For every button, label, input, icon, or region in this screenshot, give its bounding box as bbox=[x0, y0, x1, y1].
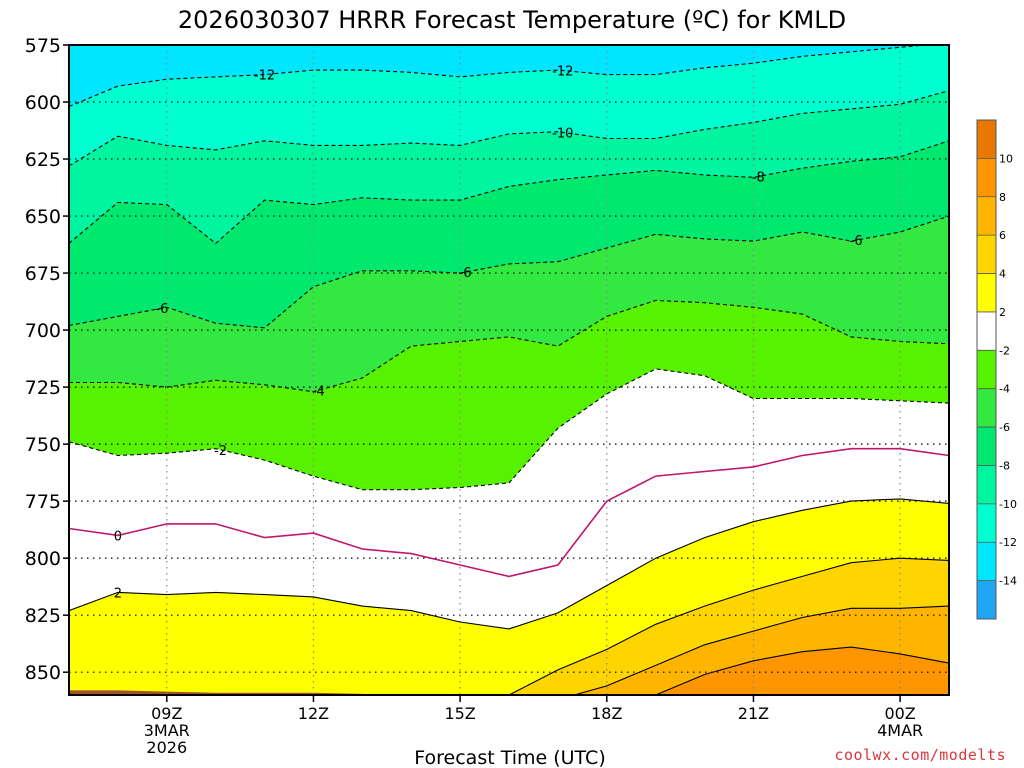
colorbar-label-8: 8 bbox=[999, 191, 1006, 204]
plot-frame bbox=[68, 44, 950, 696]
contour-line--4 bbox=[69, 299, 949, 393]
chart-title: 2026030307 HRRR Forecast Temperature (ºC… bbox=[178, 6, 846, 34]
y-tick-label-575: 575 bbox=[25, 35, 61, 57]
colorbar-label-2: 2 bbox=[999, 306, 1006, 319]
contour-label--12: -12 bbox=[254, 69, 275, 84]
credit-watermark: coolwx.com/modelts bbox=[834, 746, 1006, 764]
colorbar-swatch bbox=[977, 273, 996, 312]
contour-label--6: -6 bbox=[155, 302, 168, 317]
x-tick-label-18-0: 18Z bbox=[591, 704, 622, 723]
colorbar-swatch bbox=[977, 542, 996, 581]
colorbar-swatch bbox=[977, 311, 996, 351]
colorbar-label--8: -8 bbox=[999, 459, 1010, 472]
contour-line-8 bbox=[653, 646, 949, 695]
x-tick-label-12-0: 12Z bbox=[298, 704, 329, 723]
colorbar-swatch bbox=[977, 196, 996, 236]
colorbar: 10 8 6 4 2 -2 -4 -6 -8 -10 -12 -14 bbox=[976, 119, 1017, 620]
contour-label-2: 2 bbox=[114, 586, 122, 601]
contour-line--2 bbox=[69, 368, 949, 491]
y-axis: 575 600 625 650 675 700 725 750 775 800 825 850 bbox=[25, 35, 69, 684]
y-tick-label-700: 700 bbox=[25, 320, 61, 342]
contour-line-4 bbox=[503, 557, 949, 695]
contour-lines bbox=[69, 45, 949, 695]
colorbar-swatch bbox=[977, 158, 996, 197]
y-tick-label-775: 775 bbox=[25, 491, 61, 513]
y-tick-label-675: 675 bbox=[25, 263, 61, 285]
terrain-layer bbox=[69, 690, 949, 695]
contour-label--8: -8 bbox=[752, 170, 765, 185]
contour-line-0 bbox=[69, 447, 949, 578]
colorbar-label--2: -2 bbox=[999, 344, 1010, 357]
colorbar-swatch bbox=[977, 580, 996, 619]
contour-line-2 bbox=[69, 498, 949, 630]
grid-lines bbox=[69, 44, 949, 695]
temperature-fill-bands bbox=[69, 45, 949, 695]
y-tick-label-725: 725 bbox=[25, 377, 61, 399]
x-tick-label-9-2: 2026 bbox=[146, 738, 187, 757]
colorbar-swatch bbox=[977, 350, 996, 389]
contour-line-6 bbox=[572, 605, 949, 695]
colorbar-label--4: -4 bbox=[999, 383, 1010, 396]
contour-labels: -12 -12 -10 -8 -6 -6 -6 -4 -2 0 2 bbox=[114, 65, 863, 602]
terrain-fill bbox=[69, 690, 949, 695]
contour-label--4: -4 bbox=[312, 384, 325, 399]
y-tick-label-650: 650 bbox=[25, 206, 61, 228]
contour-label--2: -2 bbox=[214, 444, 227, 459]
contour-label-0: 0 bbox=[114, 529, 122, 544]
colorbar-label--6: -6 bbox=[999, 421, 1010, 434]
x-tick-label-9-1: 3MAR bbox=[144, 721, 190, 740]
colorbar-swatch bbox=[977, 503, 996, 543]
y-tick-label-750: 750 bbox=[25, 434, 61, 456]
contour-line--6 bbox=[69, 215, 949, 329]
x-axis-label: Forecast Time (UTC) bbox=[414, 747, 605, 768]
contour-line--8 bbox=[69, 140, 949, 245]
colorbar-frame bbox=[976, 119, 997, 620]
colorbar-label--12: -12 bbox=[999, 536, 1017, 549]
colorbar-swatch bbox=[977, 427, 996, 466]
colorbar-label-6: 6 bbox=[999, 229, 1006, 242]
y-tick-label-850: 850 bbox=[25, 662, 61, 684]
contour-label--6: -6 bbox=[459, 266, 472, 281]
colorbar-swatch bbox=[977, 120, 996, 159]
x-tick-label-9-0: 09Z bbox=[151, 704, 182, 723]
colorbar-label-4: 4 bbox=[999, 268, 1006, 281]
colorbar-swatch bbox=[977, 465, 996, 504]
colorbar-swatch bbox=[977, 235, 996, 274]
y-tick-label-800: 800 bbox=[25, 548, 61, 570]
y-tick-label-625: 625 bbox=[25, 149, 61, 171]
contour-line--10 bbox=[69, 90, 949, 167]
contour-label--10: -10 bbox=[552, 126, 573, 141]
x-tick-label-24-1: 4MAR bbox=[877, 721, 923, 740]
fill-band-8 bbox=[655, 647, 949, 695]
colorbar-label--10: -10 bbox=[999, 498, 1017, 511]
contour-label--6: -6 bbox=[850, 234, 863, 249]
x-tick-label-21-0: 21Z bbox=[738, 704, 769, 723]
colorbar-label-10: 10 bbox=[999, 152, 1013, 165]
colorbar-label--14: -14 bbox=[999, 575, 1017, 588]
x-tick-label-15-0: 15Z bbox=[444, 704, 475, 723]
x-tick-label-24-0: 00Z bbox=[884, 704, 915, 723]
contour-label--12: -12 bbox=[552, 65, 573, 80]
y-tick-label-825: 825 bbox=[25, 605, 61, 627]
y-tick-label-600: 600 bbox=[25, 92, 61, 114]
colorbar-swatch bbox=[977, 388, 996, 428]
